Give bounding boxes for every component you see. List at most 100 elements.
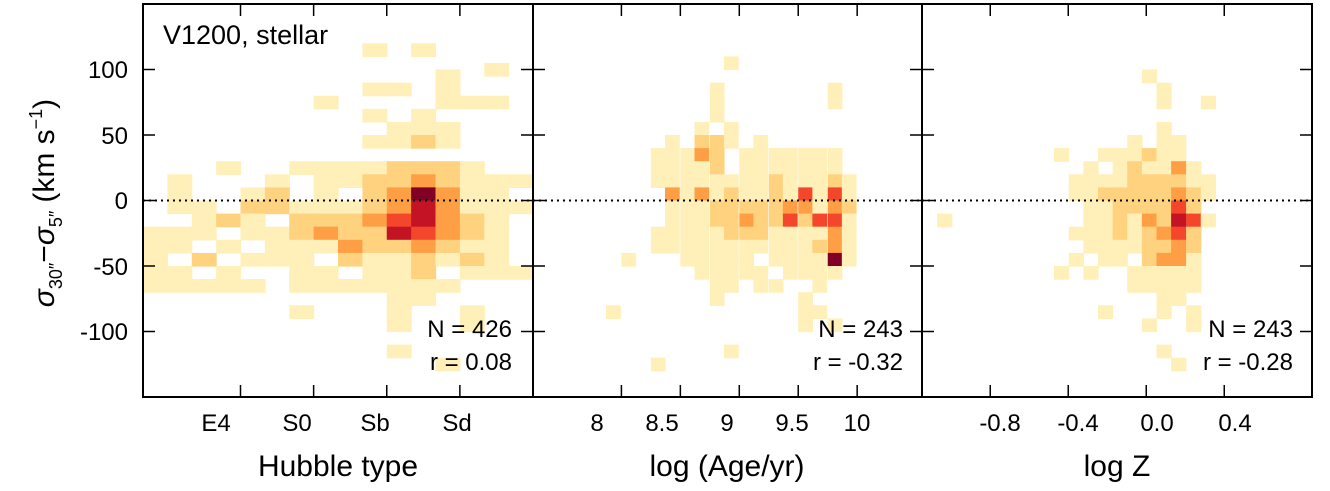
heatmap-cell <box>411 226 437 241</box>
heatmap-cell <box>411 292 437 306</box>
heatmap-cell <box>191 279 217 293</box>
heatmap-cell <box>1112 226 1128 241</box>
heatmap-cell <box>723 200 739 215</box>
heatmap-cell <box>1053 148 1070 162</box>
xtick-label: -0.8 <box>979 410 1020 437</box>
heatmap-cell <box>798 305 813 319</box>
heatmap-cell <box>739 187 755 202</box>
heatmap-cell <box>411 252 437 267</box>
xtick-label: 9 <box>720 410 733 437</box>
heatmap-cell <box>167 239 193 254</box>
heatmap-cell <box>841 200 857 215</box>
heatmap-cell <box>753 135 769 149</box>
heatmap-cell <box>264 200 290 215</box>
heatmap-cell <box>1156 279 1172 293</box>
heatmap-cell <box>798 252 813 267</box>
panel-frame <box>921 3 1313 398</box>
heatmap-cell <box>812 148 828 162</box>
heatmap-cell <box>739 213 755 228</box>
heatmap-cell <box>753 279 769 293</box>
heatmap-cell <box>768 200 784 215</box>
heatmap-cell <box>1112 200 1128 215</box>
heatmap-cell <box>650 239 666 254</box>
heatmap-cell <box>723 226 739 241</box>
heatmap-cell <box>739 252 755 267</box>
heatmap-cell <box>680 226 696 241</box>
heatmap-cell <box>723 56 739 71</box>
heatmap-cell <box>435 82 461 97</box>
heatmap-cell <box>386 200 412 215</box>
heatmap-cell <box>709 95 725 110</box>
heatmap-cell <box>484 174 510 188</box>
heatmap-cell <box>768 213 784 228</box>
heatmap-cell <box>313 279 339 293</box>
heatmap-cell <box>709 161 725 175</box>
heatmap-cell <box>1083 239 1099 254</box>
heatmap-cell <box>1156 148 1172 162</box>
heatmap-cell <box>680 174 696 188</box>
heatmap-cell <box>1186 174 1202 188</box>
heatmap-cell <box>709 148 725 162</box>
heatmap-cell <box>411 174 437 188</box>
heatmap-cell <box>782 226 798 241</box>
heatmap-cell <box>1141 187 1158 202</box>
heatmap-cell <box>723 174 739 188</box>
heatmap-cell <box>798 161 813 175</box>
heatmap-cell <box>289 200 315 215</box>
heatmap-cell <box>1097 252 1114 267</box>
heatmap-cell <box>753 187 769 202</box>
heatmap-cell <box>1083 161 1099 175</box>
heatmap-cell <box>240 252 266 267</box>
heatmap-cell <box>240 213 266 228</box>
heatmap-cell <box>1112 148 1128 162</box>
heatmap-cell <box>1083 266 1099 280</box>
heatmap-cell <box>264 187 290 202</box>
r-label: r = -0.32 <box>813 349 903 376</box>
heatmap-cell <box>362 200 388 215</box>
heatmap-cell <box>484 239 510 254</box>
heatmap-cell <box>362 108 388 123</box>
heatmap-cell <box>709 266 725 280</box>
heatmap-cell <box>167 279 193 293</box>
heatmap-cell <box>1127 279 1143 293</box>
heatmap-cell <box>1112 252 1128 267</box>
ylabel-sigma: σ <box>28 287 61 307</box>
heatmap-cell <box>338 174 363 188</box>
heatmap-cell <box>768 161 784 175</box>
heatmap-cell <box>812 239 828 254</box>
heatmap-cell <box>240 226 266 241</box>
heatmap-cell <box>167 266 193 280</box>
heatmap-cell <box>665 161 680 175</box>
heatmap-cell <box>1156 95 1172 110</box>
heatmap-cell <box>680 187 696 202</box>
heatmap-cell <box>753 174 769 188</box>
heatmap-cell <box>459 252 485 267</box>
heatmap-cell <box>362 279 388 293</box>
heatmap-cell <box>362 43 388 57</box>
heatmap-cell <box>1200 187 1216 202</box>
heatmap-cell <box>1156 82 1172 97</box>
xtick-label: Sb <box>360 410 389 437</box>
heatmap-cell <box>459 95 485 110</box>
heatmap-cell <box>1083 200 1099 215</box>
heatmap-cell <box>1083 187 1099 202</box>
heatmap-cell <box>782 174 798 188</box>
ylabel-close: ) <box>28 99 61 109</box>
heatmap-cell <box>386 174 412 188</box>
heatmap-cell <box>753 161 769 175</box>
heatmap-cell <box>362 239 388 254</box>
heatmap-cell <box>167 174 193 188</box>
heatmap-cell <box>753 200 769 215</box>
xtick-label: 0.4 <box>1218 410 1251 437</box>
heatmap-cell <box>665 200 680 215</box>
heatmap-cell <box>1171 161 1187 175</box>
heatmap-cell <box>1186 213 1202 228</box>
axis-ticks-log-z <box>922 4 1312 397</box>
heatmap-cell <box>289 213 315 228</box>
heatmap-cell <box>694 187 710 202</box>
heatmap-cell <box>1156 344 1172 359</box>
heatmap-cell <box>680 161 696 175</box>
heatmap-cell <box>709 292 725 306</box>
heatmap-cell <box>240 200 266 215</box>
